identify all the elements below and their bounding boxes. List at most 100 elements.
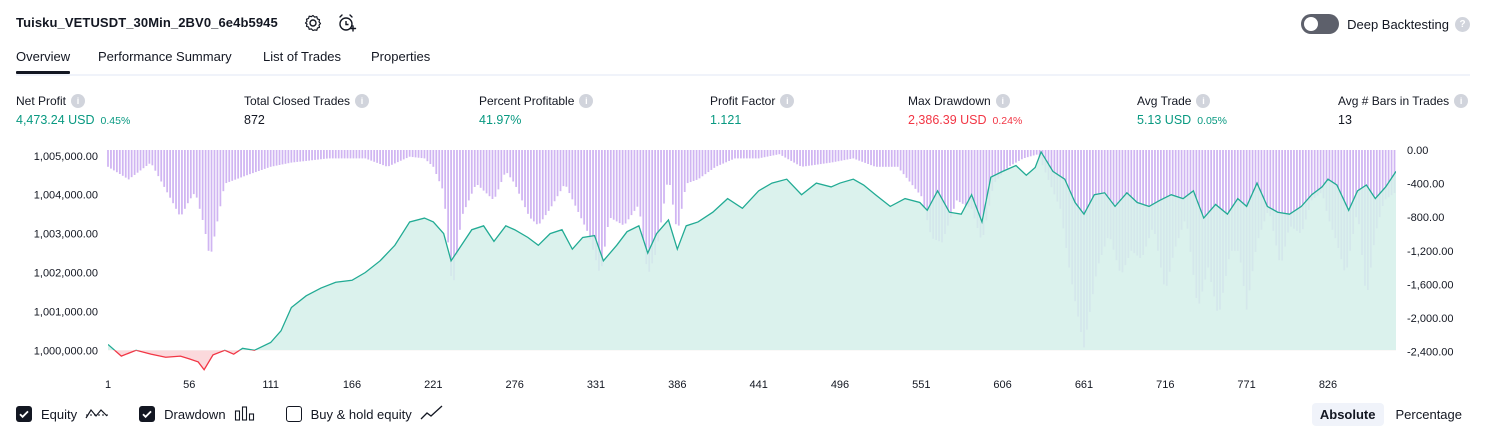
drawdown-bar	[1304, 150, 1307, 220]
mode-absolute[interactable]: Absolute	[1311, 402, 1384, 426]
buy-hold-checkbox[interactable]	[285, 406, 302, 422]
drawdown-bar	[1355, 150, 1357, 218]
drawdown-bar	[181, 150, 183, 215]
drawdown-bar	[343, 150, 346, 159]
drawdown-bar	[583, 150, 586, 225]
x-axis-tick-label: 111	[262, 379, 279, 391]
drawdown-bar	[352, 150, 355, 159]
drawdown-bar	[420, 150, 423, 159]
drawdown-bar	[1393, 150, 1396, 194]
drawdown-bar	[636, 150, 639, 207]
drawdown-bar	[689, 150, 692, 183]
drawdown-bar	[657, 150, 659, 242]
info-icon[interactable]: i	[355, 94, 370, 108]
left-axis-tick-label: 1,004,000.00	[34, 190, 98, 202]
drawdown-bar	[1281, 150, 1284, 261]
drawdown-checkbox[interactable]	[139, 406, 156, 422]
x-axis-tick-label: 441	[750, 379, 768, 391]
drawdown-bar	[145, 150, 148, 166]
drawdown-bar	[391, 150, 393, 165]
drawdown-bar	[982, 150, 985, 236]
drawdown-bar	[669, 150, 671, 185]
left-axis-tick-label: 1,003,000.00	[34, 229, 98, 241]
drawdown-bar	[435, 150, 438, 174]
drawdown-bar	[961, 150, 964, 204]
drawdown-bar	[186, 150, 189, 204]
question-mark-icon[interactable]: ?	[1455, 16, 1470, 32]
drawdown-bar	[734, 150, 736, 159]
drawdown-bar	[873, 150, 875, 167]
drawdown-bar	[133, 150, 136, 175]
x-axis-tick-label: 1	[105, 379, 111, 391]
metric-label: Percent Profitable	[479, 94, 575, 108]
info-icon[interactable]: i	[780, 94, 795, 108]
drawdown-bar	[488, 150, 491, 197]
tab-list-of-trades[interactable]: List of Trades	[263, 49, 342, 64]
legend-buy-hold-equity[interactable]: Buy & hold equity	[285, 405, 444, 424]
deep-backtesting-toggle[interactable]	[1301, 14, 1340, 34]
tab-overview[interactable]: Overview	[16, 49, 71, 74]
mode-percentage[interactable]: Percentage	[1395, 406, 1463, 422]
x-axis-tick-label: 386	[668, 379, 686, 391]
drawdown-bar	[958, 150, 961, 203]
drawdown-bar	[1035, 150, 1038, 155]
report-header: Tuisku_VETUSDT_30Min_2BV0_6e4b5945 Deep …	[0, 0, 1486, 46]
drawdown-bar	[713, 150, 716, 168]
left-axis-tick-label: 1,000,000.00	[34, 345, 98, 357]
drawdown-bar	[1381, 150, 1384, 206]
info-icon[interactable]: i	[71, 94, 86, 108]
drawdown-bar	[163, 150, 166, 187]
drawdown-bar	[470, 150, 473, 194]
drawdown-bar	[589, 150, 591, 240]
drawdown-bar	[654, 150, 657, 255]
metric-label: Total Closed Trades	[244, 94, 351, 108]
info-icon[interactable]: i	[1196, 94, 1211, 108]
equity-drawdown-chart[interactable]: 1,005,000.00 1,004,000.00 1,003,000.00 1,00…	[0, 140, 1486, 400]
drawdown-bar	[198, 150, 201, 209]
gear-icon[interactable]	[303, 13, 323, 33]
drawdown-bar	[722, 150, 725, 164]
drawdown-bar	[929, 150, 932, 233]
drawdown-bar	[107, 150, 109, 167]
drawdown-bar	[1313, 150, 1316, 198]
drawdown-bar	[278, 150, 281, 165]
drawdown-bar	[130, 150, 133, 178]
drawdown-bar	[284, 150, 287, 164]
drawdown-bar	[955, 150, 958, 201]
add-alert-icon[interactable]	[337, 13, 357, 33]
drawdown-bar	[707, 150, 710, 173]
legend-drawdown[interactable]: Drawdown	[139, 405, 255, 424]
drawdown-bar	[358, 150, 361, 159]
drawdown-bar	[846, 150, 849, 160]
drawdown-bar	[485, 150, 488, 194]
equity-checkbox[interactable]	[16, 406, 32, 422]
drawdown-bar	[840, 150, 843, 161]
metric-label: Avg Trade	[1137, 94, 1192, 108]
drawdown-bar	[704, 150, 707, 175]
drawdown-bar	[1026, 150, 1029, 158]
drawdown-bar	[763, 150, 766, 158]
info-icon[interactable]: i	[579, 94, 594, 108]
drawdown-bar	[541, 150, 544, 220]
drawdown-bar	[586, 150, 588, 231]
metric-value: 872	[244, 113, 265, 127]
tab-performance-summary[interactable]: Performance Summary	[98, 49, 232, 64]
drawdown-bar	[382, 150, 384, 166]
tab-properties[interactable]: Properties	[371, 49, 431, 64]
info-icon[interactable]: i	[995, 94, 1010, 108]
drawdown-bar	[370, 150, 373, 161]
drawdown-bar	[651, 150, 654, 264]
drawdown-bar	[790, 150, 793, 161]
left-axis-tick-label: 1,005,000.00	[34, 151, 98, 163]
drawdown-bar	[1151, 150, 1153, 230]
drawdown-bar	[476, 150, 479, 185]
info-icon[interactable]: i	[1454, 94, 1469, 108]
drawdown-bar	[973, 150, 976, 219]
legend-equity[interactable]: Equity	[16, 405, 109, 424]
drawdown-bar	[725, 150, 727, 163]
drawdown-bar	[1298, 150, 1301, 233]
drawdown-bar	[642, 150, 645, 241]
drawdown-bar	[568, 150, 571, 194]
drawdown-bar	[426, 150, 429, 162]
drawdown-bar	[500, 150, 503, 183]
